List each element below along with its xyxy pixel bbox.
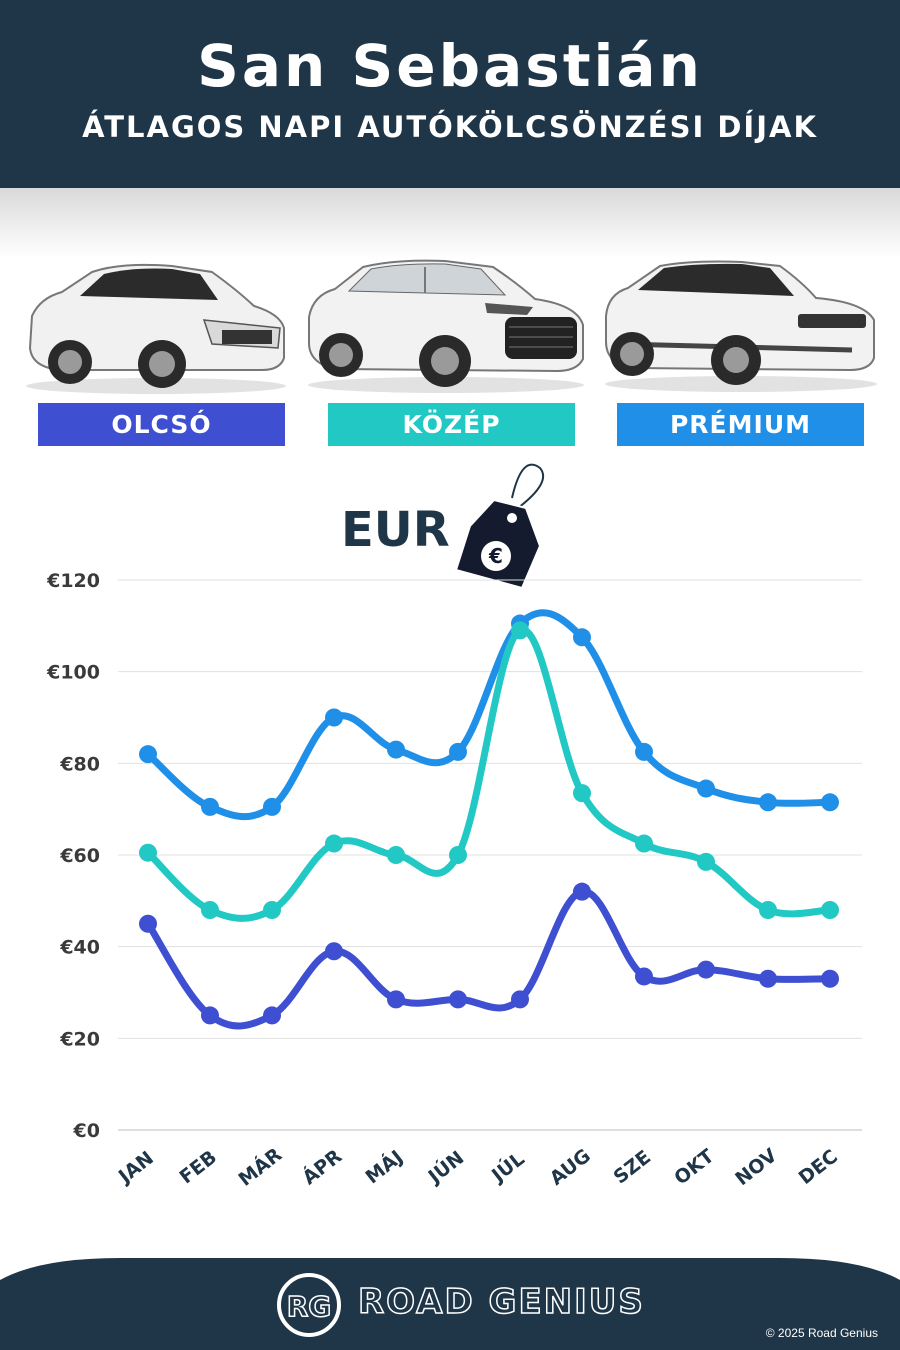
data-point-olcs: [511, 990, 529, 1009]
data-point-kzp: [635, 834, 653, 853]
data-point-prmium: [201, 797, 219, 816]
data-point-olcs: [697, 960, 715, 979]
data-point-olcs: [263, 1006, 281, 1025]
data-point-kzp: [697, 852, 715, 871]
euro-symbol: €: [488, 544, 503, 568]
data-point-kzp: [573, 784, 591, 803]
data-point-olcs: [759, 969, 777, 988]
x-tick-label: FEB: [176, 1146, 221, 1188]
y-tick-label: €60: [59, 845, 100, 867]
currency-label: EUR: [341, 502, 450, 558]
y-tick-label: €20: [59, 1028, 100, 1050]
x-tick-label: JÚL: [485, 1146, 529, 1187]
data-point-prmium: [759, 793, 777, 812]
x-tick-label: MÁR: [234, 1143, 286, 1191]
y-tick-label: €80: [59, 753, 100, 775]
series-line-kzp: [144, 626, 834, 922]
data-point-prmium: [635, 742, 653, 761]
x-tick-label: MÁJ: [361, 1145, 407, 1188]
brand-name: ROAD GENIUS: [357, 1281, 645, 1323]
header-banner: [0, 0, 900, 188]
road-genius-logo-icon: RG: [277, 1273, 341, 1337]
y-tick-label: €40: [59, 937, 100, 959]
data-point-kzp: [449, 846, 467, 864]
data-point-prmium: [697, 779, 715, 798]
page-subtitle: ÁTLAGOS NAPI AUTÓKÖLCSÖNZÉSI DÍJAK: [82, 110, 818, 144]
data-point-olcs: [573, 882, 591, 901]
category-badge-kozep: KÖZÉP: [328, 403, 575, 446]
x-tick-label: JÚN: [422, 1145, 469, 1189]
data-point-kzp: [821, 901, 839, 919]
x-tick-label: JAN: [113, 1147, 158, 1189]
suv-car-icon: [308, 259, 584, 393]
x-tick-label: DEC: [795, 1145, 842, 1189]
data-point-prmium: [325, 708, 343, 727]
data-point-prmium: [449, 742, 467, 761]
y-tick-label: €100: [46, 662, 100, 684]
header-shadow: [0, 188, 900, 258]
data-point-prmium: [263, 797, 281, 816]
data-point-kzp: [759, 901, 777, 919]
hatchback-car-icon: [26, 263, 286, 394]
category-badge-premium: PRÉMIUM: [617, 403, 864, 446]
data-point-prmium: [821, 793, 839, 812]
data-point-olcs: [449, 990, 467, 1009]
luxury-suv-car-icon: [605, 260, 877, 392]
y-tick-label: €0: [73, 1120, 100, 1142]
data-point-kzp: [387, 846, 405, 864]
series-line-olcs: [144, 888, 834, 1030]
data-point-prmium: [139, 745, 157, 764]
data-point-olcs: [325, 942, 343, 961]
x-tick-label: NOV: [731, 1144, 781, 1190]
data-point-olcs: [139, 914, 157, 933]
data-point-kzp: [139, 843, 157, 862]
line-chart: €0 €20 €40 €60 €80 €100 €120 JAN FEB MÁR ÁPR MÁJ JÚN…: [46, 570, 862, 1191]
copyright: © 2025 Road Genius: [765, 1326, 878, 1340]
data-point-olcs: [635, 967, 653, 986]
data-point-olcs: [387, 990, 405, 1009]
data-point-olcs: [201, 1006, 219, 1025]
page-title: San Sebastián: [197, 32, 703, 100]
x-tick-label: OKT: [670, 1145, 718, 1189]
x-tick-label: AUG: [546, 1145, 595, 1190]
data-point-kzp: [511, 621, 529, 640]
data-point-olcs: [821, 969, 839, 988]
data-point-kzp: [325, 834, 343, 853]
price-tag-icon: €: [454, 463, 545, 590]
data-point-prmium: [387, 740, 405, 759]
category-badge-olcso: OLCSÓ: [38, 403, 285, 446]
data-point-kzp: [263, 901, 281, 919]
logo-text: RG: [287, 1290, 332, 1323]
x-tick-label: ÁPR: [298, 1144, 347, 1189]
data-point-kzp: [201, 901, 219, 919]
x-tick-label: SZE: [610, 1146, 655, 1188]
y-tick-label: €120: [46, 570, 100, 592]
data-point-prmium: [573, 628, 591, 647]
footer-bar: [0, 1258, 900, 1350]
